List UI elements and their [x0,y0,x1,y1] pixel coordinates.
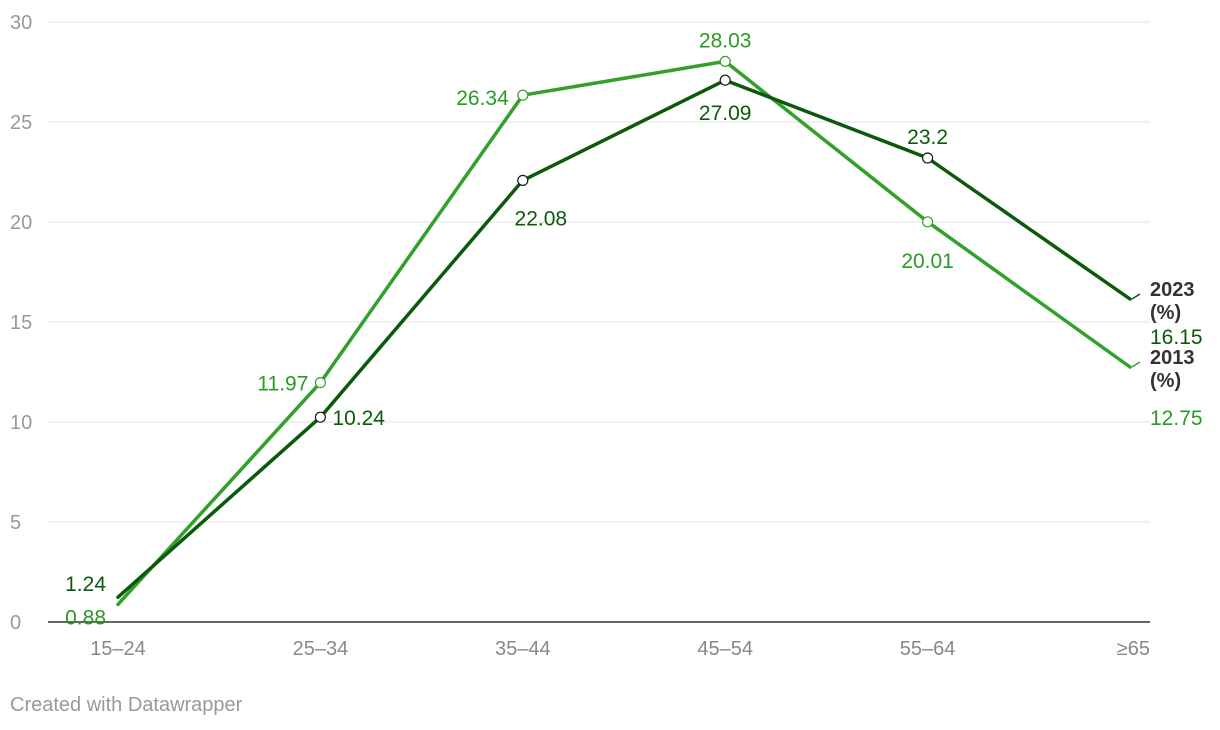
data-label: 11.97 [257,373,308,396]
end-label-leader [1131,361,1141,368]
data-label: 27.09 [699,102,752,125]
x-tick-label: 15–24 [90,638,146,660]
y-tick-label: 25 [10,112,32,134]
y-tick-label: 0 [10,612,21,634]
series-point [517,89,529,101]
data-label: 10.24 [332,407,385,430]
series-line-1 [116,59,1132,607]
series-name-label: 2013 [1150,347,1195,369]
line-chart: 0 5 10 15 20 25 30 15–24 25–34 35–44 45–54 55–64 ≥6… [10,12,1203,660]
end-label-leader [1131,293,1141,300]
footer-credit: Created with Datawrapper [10,694,243,716]
series-lines [116,59,1132,607]
data-label: 20.01 [901,250,954,273]
x-tick-label: 25–34 [293,638,349,660]
series-point [314,377,326,389]
series-line-0 [116,78,1132,599]
series-end-labels: 2023(%)2013(%) [1131,279,1195,392]
series-name-label: (%) [1150,370,1181,392]
x-tick-label: 35–44 [495,638,551,660]
y-tick-label: 10 [10,412,32,434]
series-point [719,55,731,68]
series-points [314,55,934,423]
grid-lines [48,21,1150,623]
data-label: 1.24 [65,573,106,596]
data-label: 12.75 [1150,407,1203,430]
x-tick-label: ≥65 [1117,638,1150,660]
series-point [921,152,934,164]
y-axis-ticks: 0 5 10 15 20 25 30 [10,12,32,634]
y-tick-label: 5 [10,512,21,534]
y-tick-label: 15 [10,312,32,334]
data-label: 28.03 [699,29,752,52]
data-label: 0.88 [65,606,106,629]
data-label: 22.08 [515,207,568,230]
data-label: 23.2 [907,126,948,149]
data-labels: 1.24 10.24 22.08 27.09 23.2 16.15 0.88 11.97 26.… [65,29,1202,629]
data-label: 26.34 [456,87,509,110]
y-tick-label: 30 [10,12,32,34]
data-label: 16.15 [1150,326,1203,349]
x-tick-label: 55–64 [900,638,956,660]
series-point [719,74,731,86]
series-name-label: 2023 [1150,279,1195,301]
series-name-label: (%) [1150,302,1181,324]
x-axis-ticks: 15–24 25–34 35–44 45–54 55–64 ≥65 [90,638,1150,660]
x-tick-label: 45–54 [697,638,753,660]
y-tick-label: 20 [10,212,32,234]
series-point [517,174,529,186]
series-point [921,216,934,228]
series-point [314,411,326,423]
